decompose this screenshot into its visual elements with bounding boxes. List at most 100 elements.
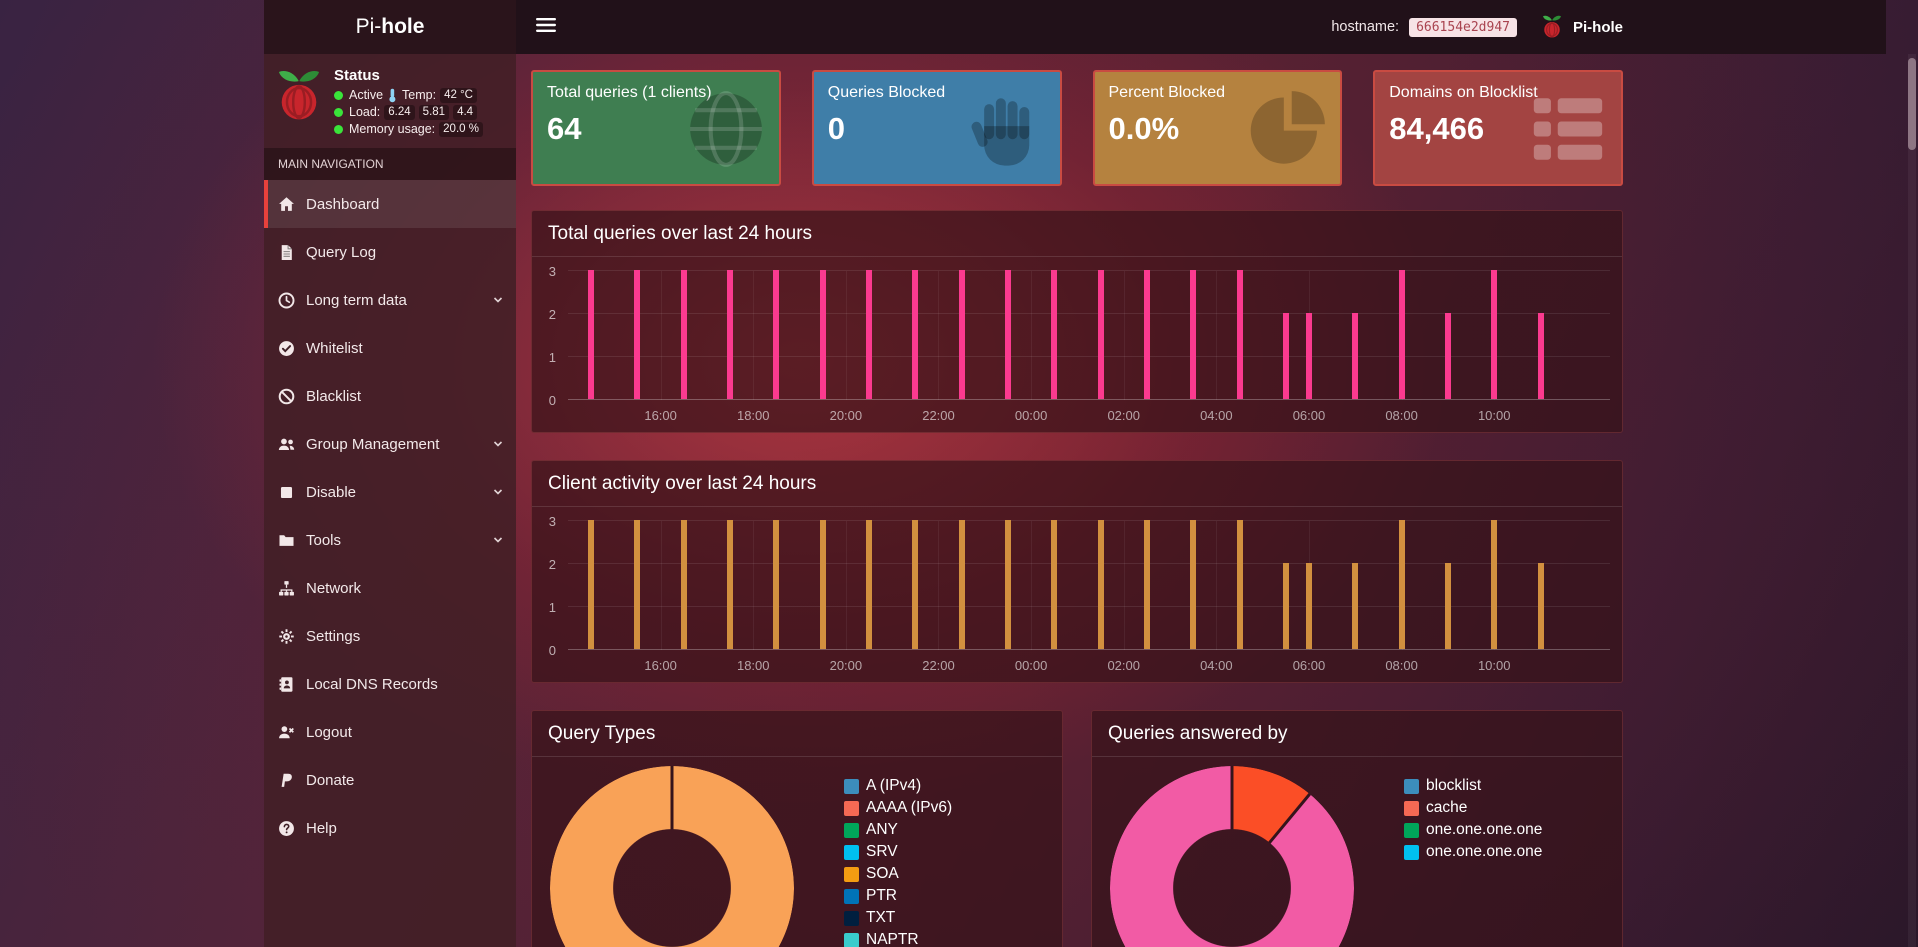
chart-bar [1236,270,1243,399]
status-memory-dot [334,125,343,134]
scrollbar-thumb[interactable] [1908,58,1916,150]
sidebar-toggle-button[interactable] [536,17,556,36]
status-load-line: Load: 6.24 5.81 4.4 [334,104,483,121]
legend-item[interactable]: TXT [844,909,952,927]
chart-bar [912,270,919,399]
app-name: Pi-hole [1572,18,1623,36]
legend-item[interactable]: SRV [844,843,952,861]
stat-card-value: 64 [547,111,582,146]
chart-bar [634,520,641,649]
y-tick-label: 1 [548,600,556,616]
stat-card-value: 0 [827,111,845,146]
legend-item[interactable]: NAPTR [844,931,952,947]
chart-bar [1097,270,1104,399]
sidebar-item-label: Group Management [306,435,440,453]
panel-title: Query Types [532,711,1062,757]
chart-bar [1004,270,1011,399]
status-panel: Status Active Temp: 42 °C Load: 6.24 5.8… [264,54,516,148]
sidebar-item-help[interactable]: Help [264,804,516,852]
legend-label: PTR [866,887,897,904]
queries-answered-legend: blocklist cache one.one.one.one one.one.one… [1404,777,1542,861]
status-active-line: Active Temp: 42 °C [334,87,483,104]
legend-item[interactable]: one.one.one.one [1404,821,1542,839]
hostname-badge: 666154e2d947 [1409,17,1517,37]
sidebar-item-whitelist[interactable]: Whitelist [264,324,516,372]
stat-card-queries-blocked: Queries Blocked 0 [811,70,1062,186]
sidebar-item-dashboard[interactable]: Dashboard [264,180,516,228]
memory-value: 20.0 % [439,122,483,137]
chart-bar [1236,520,1243,649]
sidebar-item-tools[interactable]: Tools [264,516,516,564]
legend-item[interactable]: AAAA (IPv6) [844,799,952,817]
legend-item[interactable]: SOA [844,865,952,883]
stat-card-percent-blocked: Percent Blocked 0.0% [1092,70,1343,186]
sidebar-item-donate[interactable]: Donate [264,756,516,804]
legend-item[interactable]: one.one.one.one [1404,843,1542,861]
chart-bar [1398,270,1405,399]
chart-bar [1190,520,1197,649]
sidebar-item-label: Logout [306,723,352,741]
list-icon [1533,98,1603,160]
user-times-icon [279,725,294,738]
sidebar-item-label: Whitelist [306,339,363,357]
chart-bar [1190,270,1197,399]
network-icon [279,580,294,596]
legend-label: cache [1426,799,1468,816]
panel-query-types: Query Types A (IPv4) AAAA (IPv6) ANY SRV SOA… [531,710,1063,947]
legend-swatch [844,800,859,816]
hamburger-icon [536,18,556,32]
legend-item[interactable]: A (IPv4) [844,777,952,795]
sidebar-item-label: Query Log [306,243,377,261]
status-text: Status Active Temp: 42 °C Load: 6.24 5.8… [334,67,483,138]
sidebar-item-query-log[interactable]: Query Log [264,228,516,276]
sidebar-item-local-dns-records[interactable]: Local DNS Records [264,660,516,708]
legend-item[interactable]: blocklist [1404,777,1542,795]
sidebar-item-network[interactable]: Network [264,564,516,612]
gridline-horizontal [568,563,1610,564]
main-navigation-header: MAIN NAVIGATION [264,148,516,180]
chart-bar [1051,270,1058,399]
chart-bar [680,520,687,649]
gridline-vertical [660,271,662,400]
donut-segment-border [670,766,674,888]
x-tick-label: 00:00 [1014,658,1048,673]
pie-chart-icon [1250,91,1326,164]
sidebar-item-label: Tools [306,531,342,549]
status-load-dot [334,108,343,117]
legend-item[interactable]: cache [1404,799,1542,817]
stat-card-title: Total queries (1 clients) [547,84,712,101]
chart-bar [1491,520,1498,649]
check-circle-icon [279,340,294,356]
legend-label: AAAA (IPv6) [866,799,953,816]
panel-title: Client activity over last 24 hours [532,461,1622,507]
legend-swatch [844,910,859,926]
gridline-vertical [1216,271,1218,400]
stop-icon [280,486,293,498]
sidebar-item-logout[interactable]: Logout [264,708,516,756]
chart-bar [1143,270,1150,399]
donut-segment-border [1230,766,1234,888]
gridline-horizontal [568,399,1610,400]
x-tick-label: 10:00 [1477,658,1511,673]
sidebar: Status Active Temp: 42 °C Load: 6.24 5.8… [264,54,516,947]
sidebar-item-group-management[interactable]: Group Management [264,420,516,468]
legend-item[interactable]: ANY [844,821,952,839]
chart-plot-area [568,520,1610,650]
x-tick-label: 04:00 [1200,658,1233,673]
gears-icon [279,628,294,644]
x-tick-label: 08:00 [1385,658,1418,673]
sidebar-item-label: Settings [306,627,361,645]
x-tick-label: 20:00 [829,658,863,673]
stat-card-title: Queries Blocked [827,84,946,101]
sidebar-item-disable[interactable]: Disable [264,468,516,516]
x-tick-label: 06:00 [1292,658,1326,673]
legend-item[interactable]: PTR [844,887,952,905]
gridline-horizontal [568,270,1610,271]
sidebar-item-blacklist[interactable]: Blacklist [264,372,516,420]
sidebar-item-settings[interactable]: Settings [264,612,516,660]
queries-answered-donut [1110,766,1354,947]
chart-bar [1352,563,1359,649]
sidebar-item-long-term-data[interactable]: Long term data [264,276,516,324]
gridline-vertical [845,271,847,400]
sidebar-brand[interactable]: Pi-hole [264,0,516,54]
